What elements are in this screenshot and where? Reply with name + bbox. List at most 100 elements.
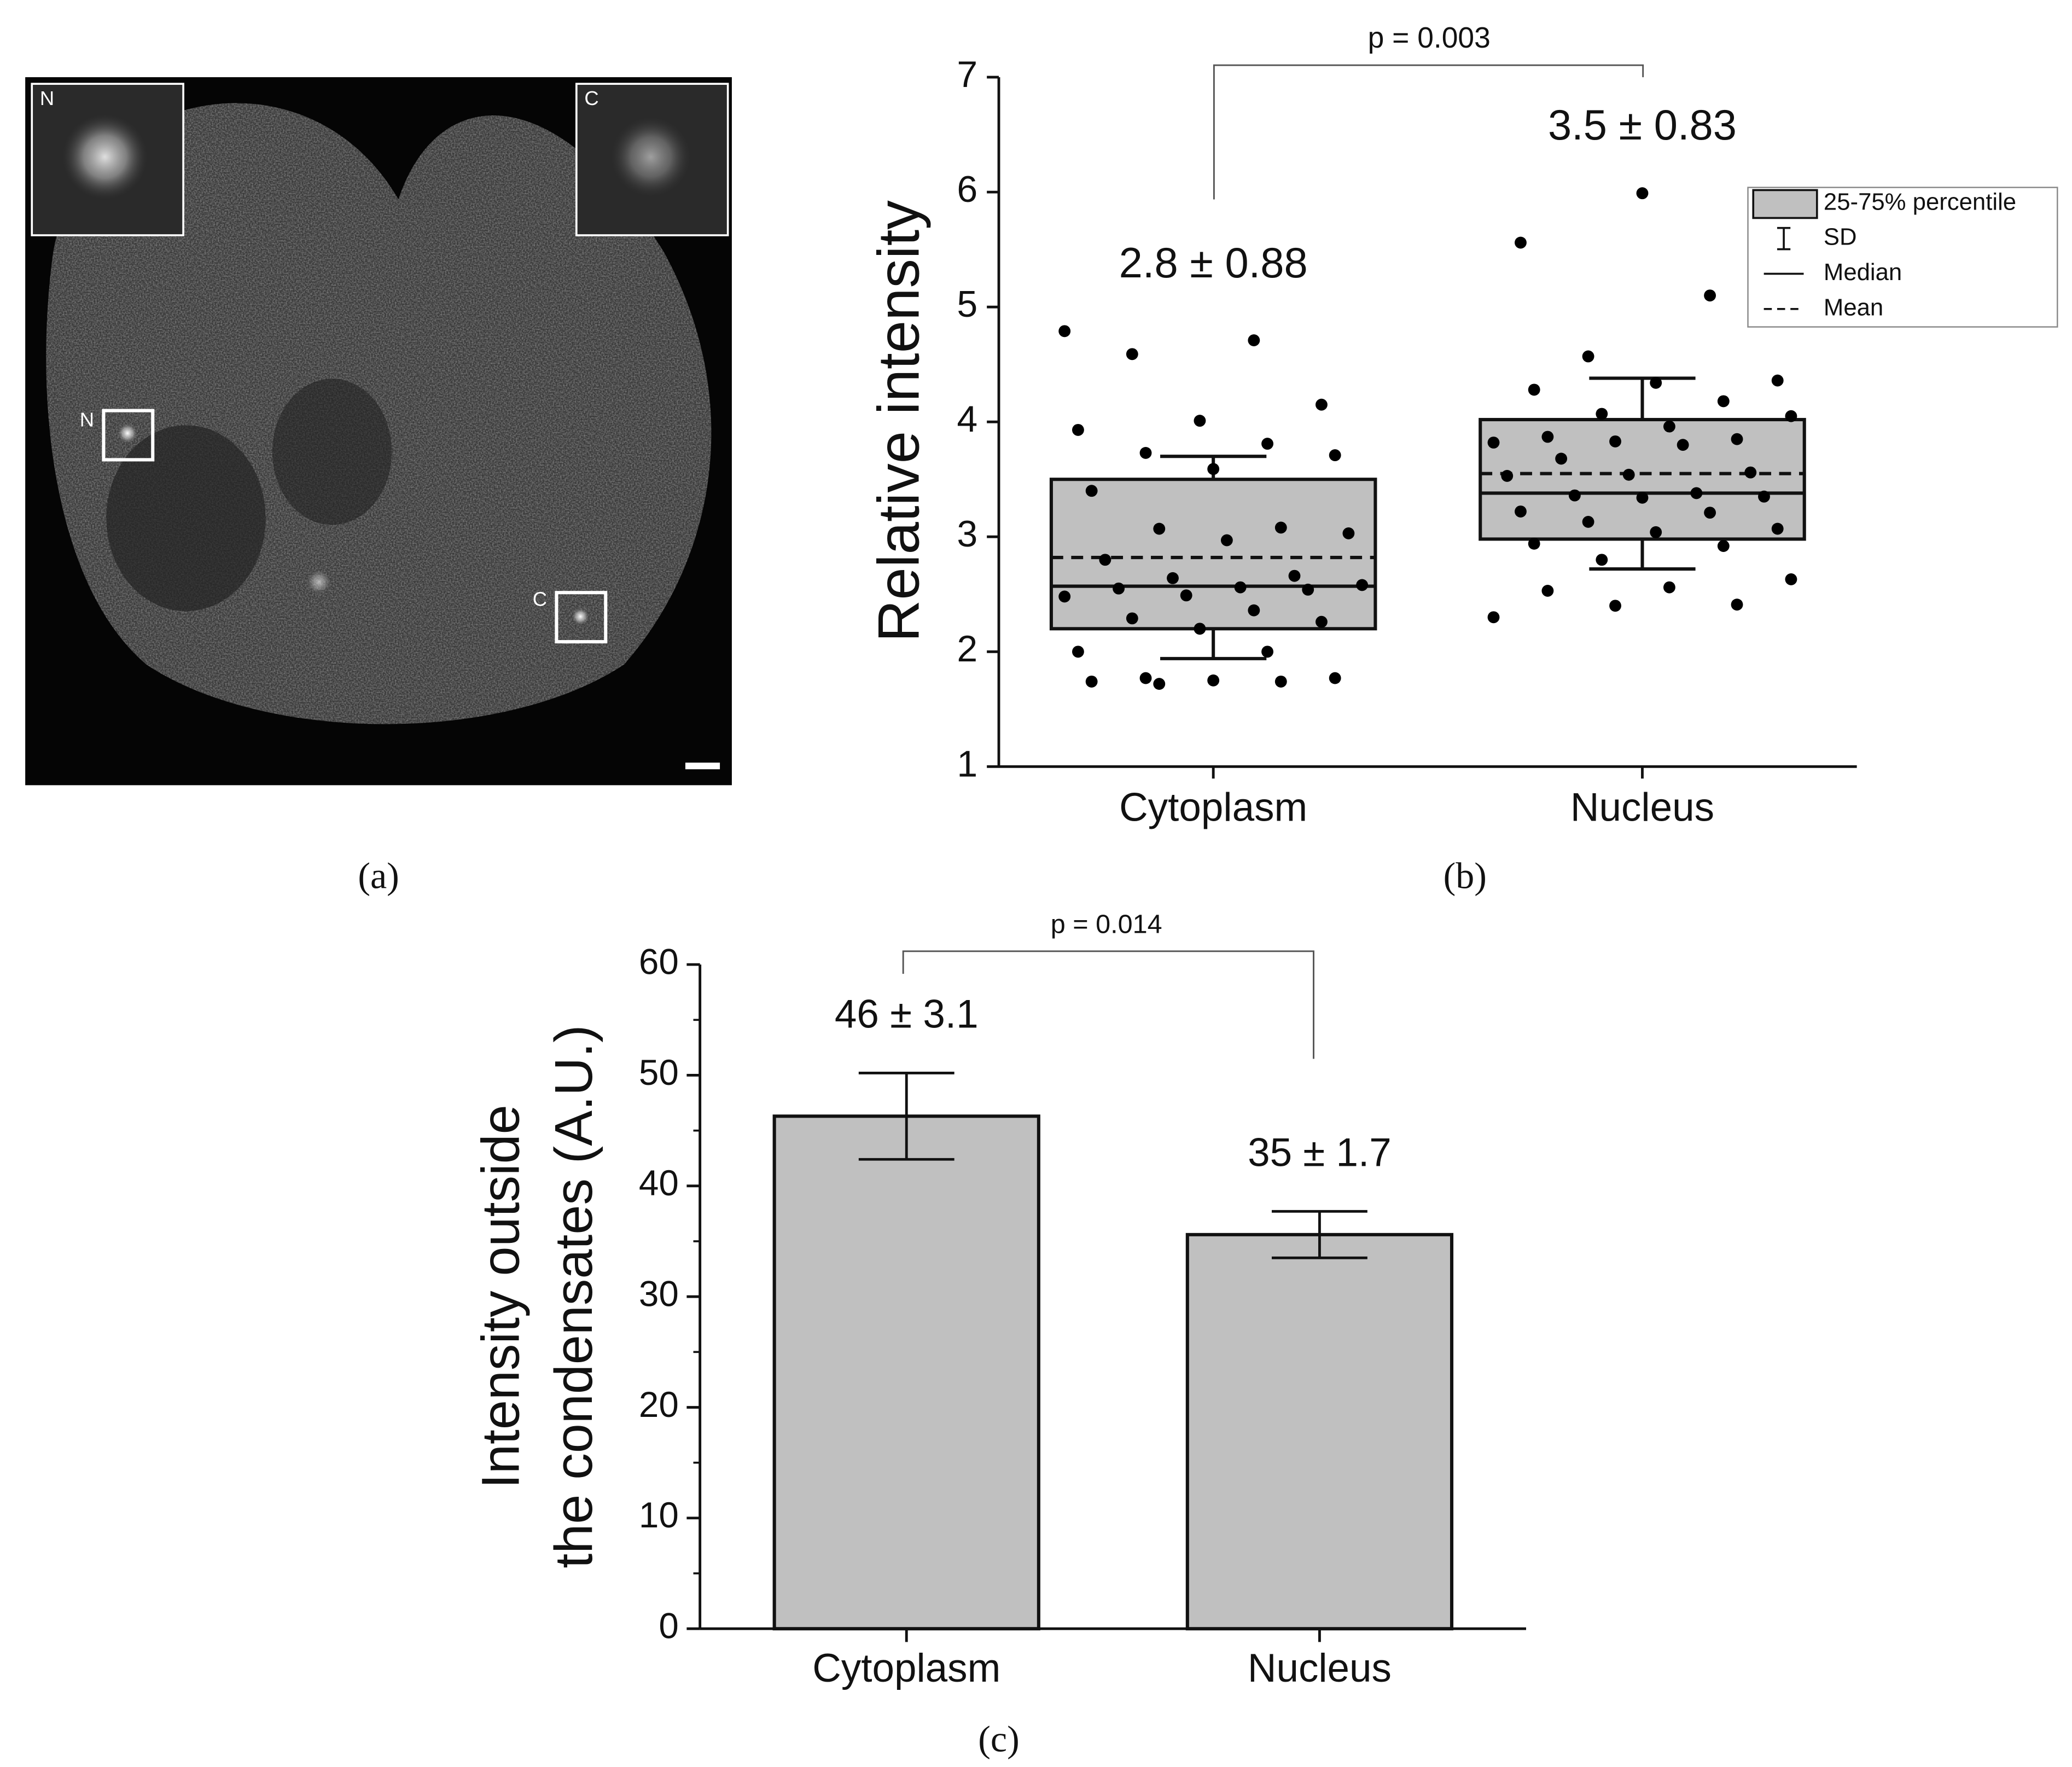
data-point [1126,348,1138,361]
data-point [1568,489,1581,502]
inset-label: N [40,87,54,109]
y-tick-label: 0 [659,1606,678,1646]
data-point [1261,438,1273,450]
data-point [1731,433,1743,445]
y-axis-label: Relative intensity [865,200,931,642]
data-point [1622,468,1635,481]
data-point [1194,415,1206,427]
data-point [1139,446,1152,459]
data-point [1717,395,1730,408]
data-point [1180,589,1192,602]
data-point [1234,581,1247,594]
box [1479,417,1806,541]
data-point [1501,469,1514,482]
data-point [1302,583,1314,596]
legend-label: Median [1824,259,1902,286]
x-tick-label: Cytoplasm [812,1646,1000,1690]
data-point [1636,491,1649,504]
data-point [1220,534,1233,547]
data-point [1274,675,1287,688]
data-point [1704,507,1716,519]
data-point [1085,675,1098,688]
data-point [1541,585,1554,597]
y-tick-label: 7 [957,54,977,95]
data-point [1541,431,1554,443]
y-tick-label: 40 [639,1163,679,1203]
data-point [1342,527,1355,539]
box [1049,478,1377,631]
data-point [1058,590,1071,603]
x-tick-label: Nucleus [1248,1646,1392,1690]
data-point [1785,410,1797,422]
data-point [1717,540,1730,552]
data-point [1582,350,1594,363]
data-point [1139,672,1152,684]
bar [772,1114,1040,1631]
data-point [1248,334,1260,346]
data-point [1771,522,1784,535]
data-point [1207,463,1220,475]
y-tick-label: 5 [957,283,977,325]
x-tick-label: Nucleus [1570,786,1714,830]
data-point [1744,466,1757,479]
y-axis-label: the condensates (A.U.) [544,1025,603,1568]
legend-label: Mean [1824,294,1883,321]
data-point [1113,582,1125,595]
data-point [1650,376,1662,389]
data-point [1153,522,1166,535]
y-tick-label: 4 [957,398,977,440]
data-point [1329,449,1341,462]
data-point [1785,573,1797,585]
y-axis-label: Intensity outside [470,1105,530,1489]
data-point [1207,674,1220,687]
data-point [1771,374,1784,387]
data-point [1072,646,1084,658]
data-point [1274,521,1287,534]
y-tick-label: 50 [639,1053,679,1092]
legend-label: 25-75% percentile [1824,188,2016,215]
data-point [1758,490,1770,503]
y-tick-label: 2 [957,628,977,670]
data-point [1555,452,1568,465]
inset-label: C [584,87,598,109]
roi-label: C [533,588,547,610]
y-tick-label: 20 [639,1385,679,1425]
data-point [1596,408,1608,420]
data-point [1288,569,1301,582]
data-point [1515,505,1527,518]
legend-symbol [1777,226,1791,251]
y-tick-label: 10 [639,1495,679,1535]
y-tick-label: 30 [639,1274,679,1313]
bar [1185,1233,1454,1631]
data-point [1609,435,1621,447]
data-point [1316,398,1328,411]
legend-label: SD [1824,224,1857,251]
data-point [1356,579,1369,591]
data-point [1677,439,1689,451]
data-point [1248,604,1260,617]
comparison-bracket [1213,64,1644,200]
data-point [1099,554,1111,566]
data-point [1487,437,1500,449]
y-tick-label: 3 [957,513,977,555]
data-point [1316,615,1328,628]
data-point [1167,572,1179,584]
x-tick-label: Cytoplasm [1119,786,1307,830]
data-point [1731,598,1743,611]
comparison-bracket [902,950,1314,1059]
data-point [1636,187,1649,200]
data-point [1596,554,1608,566]
micrograph: N C N C [25,77,732,786]
y-tick-label: 1 [957,743,977,784]
panel-label: (a) [358,855,399,896]
data-point [1690,487,1703,499]
data-point [1650,526,1662,538]
stat-label: 3.5 ± 0.83 [1548,102,1737,149]
data-point [1058,325,1071,338]
data-point [1085,485,1098,497]
data-point [1609,600,1621,612]
data-point [1528,537,1540,550]
p-value: p = 0.014 [1051,910,1162,939]
